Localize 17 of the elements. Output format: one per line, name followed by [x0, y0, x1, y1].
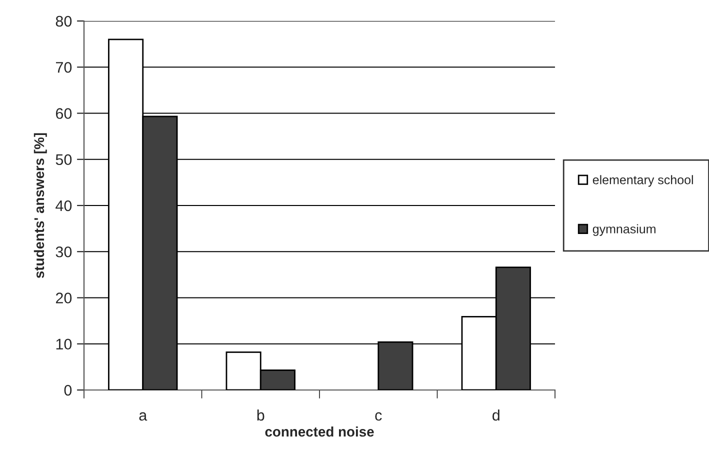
- y-tick-label: 50: [56, 154, 72, 166]
- y-tick-label: 0: [64, 384, 72, 396]
- x-tick-label: b: [257, 409, 264, 421]
- y-tick-label: 10: [56, 338, 72, 350]
- x-tick-label: a: [139, 412, 148, 421]
- x-axis-title: connected noise: [265, 426, 374, 437]
- y-tick-label: 60: [56, 108, 72, 119]
- y-axis-title: students' answers [%]: [34, 133, 47, 278]
- legend-label: gymnasium: [592, 224, 656, 236]
- y-tick-label: 80: [56, 16, 72, 27]
- y-tick-label: 40: [56, 200, 72, 212]
- x-tick-label: c: [375, 412, 382, 421]
- x-tick-label: d: [492, 409, 500, 421]
- y-tick-label: 30: [56, 246, 72, 258]
- legend-label: elementary school: [592, 175, 693, 187]
- y-tick-label: 20: [56, 292, 72, 304]
- y-tick-label: 70: [56, 62, 72, 73]
